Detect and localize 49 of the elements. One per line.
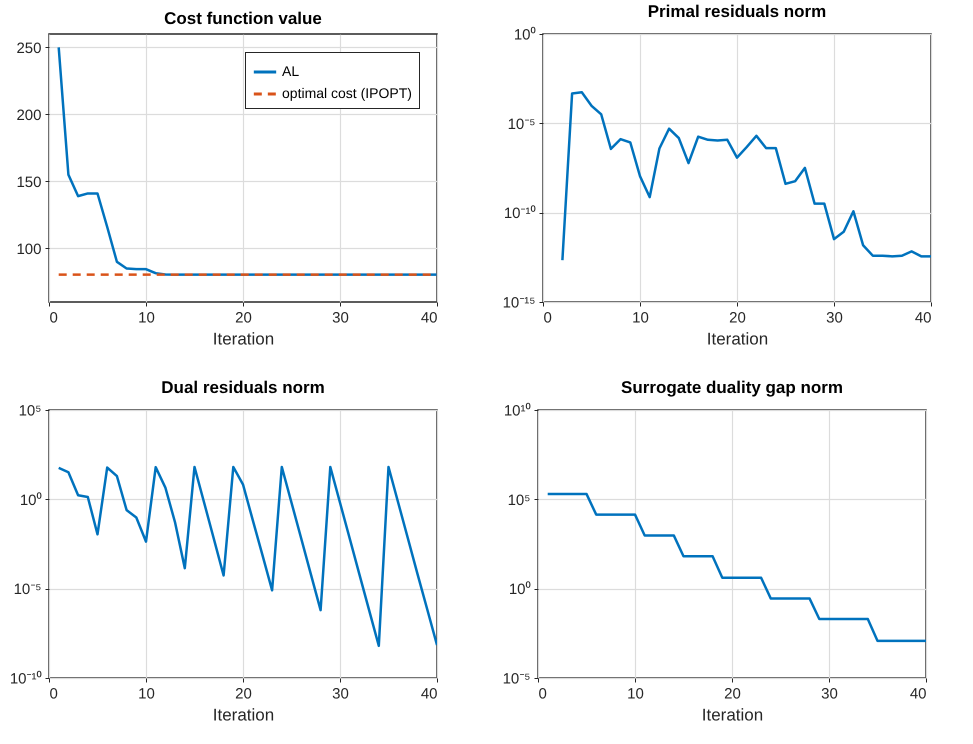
chart-title: Primal residuals norm	[648, 2, 826, 21]
x-tick-label: 20	[235, 686, 252, 702]
x-tick-label: 10	[138, 310, 155, 326]
x-tick-label: 30	[826, 310, 843, 326]
y-tick-label: 10⁻⁵	[14, 581, 42, 598]
y-tick-label: 10⁵	[18, 402, 42, 420]
x-tick-label: 40	[420, 686, 438, 702]
line-series	[57, 466, 437, 648]
y-tick-label: 10⁰	[508, 581, 530, 598]
x-tick-label: 10	[138, 686, 155, 702]
y-tick-label: 10⁵	[508, 492, 530, 509]
y-tick-label: 10⁻⁵	[502, 670, 530, 688]
x-tick-label: 40	[910, 686, 926, 702]
x-tick-label: 40	[420, 310, 438, 326]
x-tick-label: 0	[50, 686, 58, 702]
y-tick-label: 10⁻¹⁰	[10, 670, 42, 688]
legend-label: optimal cost (IPOPT)	[282, 85, 412, 101]
chart-title: Surrogate duality gap norm	[621, 378, 843, 397]
x-tick-label: 20	[235, 310, 252, 326]
y-tick-label: 10⁻⁵	[508, 116, 536, 133]
x-axis-title: Iteration	[702, 706, 764, 724]
y-tick-label: 100	[16, 240, 42, 258]
x-axis-title: Iteration	[212, 330, 274, 348]
x-tick-label: 30	[332, 686, 349, 702]
x-axis-title: Iteration	[706, 330, 768, 348]
x-tick-label: 20	[729, 310, 746, 326]
chart-title: Cost function value	[164, 9, 322, 28]
y-tick-label: 10⁰	[20, 492, 42, 509]
x-tick-label: 10	[627, 686, 644, 702]
x-tick-label: 0	[538, 686, 547, 702]
x-tick-label: 20	[724, 686, 741, 702]
y-tick-label: 200	[16, 106, 42, 124]
y-tick-label: 10⁻¹⁵	[502, 294, 536, 312]
line-series	[561, 90, 931, 262]
x-tick-label: 30	[821, 686, 838, 702]
x-axis-title: Iteration	[212, 706, 274, 724]
x-tick-label: 0	[544, 310, 552, 326]
x-tick-label: 0	[50, 310, 58, 326]
y-tick-label: 250	[16, 40, 42, 57]
line-series	[546, 492, 926, 642]
y-tick-label: 10⁰	[514, 26, 536, 44]
y-tick-label: 150	[16, 174, 42, 191]
x-tick-label: 10	[632, 310, 649, 326]
legend-label: AL	[282, 63, 300, 79]
x-tick-label: 30	[332, 310, 349, 326]
x-tick-label: 40	[914, 310, 932, 326]
chart-title: Dual residuals norm	[161, 378, 325, 397]
y-tick-label: 10⁻¹⁰	[504, 205, 536, 222]
y-tick-label: 10¹⁰	[504, 402, 530, 420]
